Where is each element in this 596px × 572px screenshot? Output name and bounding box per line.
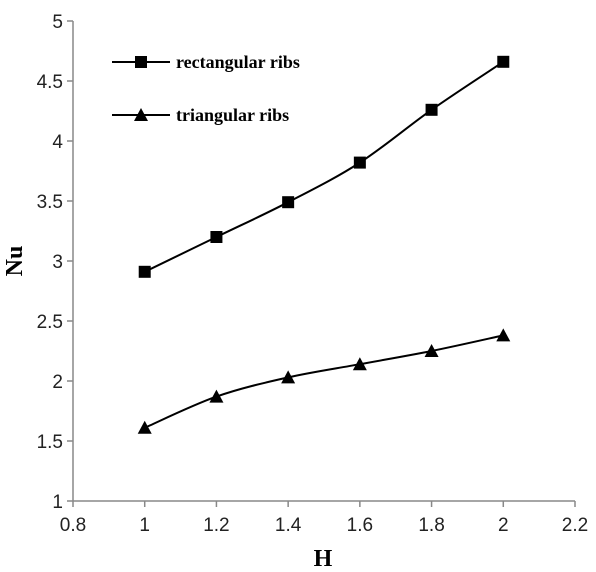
data-point-rectangular (210, 231, 223, 243)
legend-label: triangular ribs (176, 105, 289, 125)
y-tick-label: 2 (52, 372, 63, 393)
series-rectangular (138, 55, 510, 278)
data-point-triangular (496, 328, 511, 342)
data-point-rectangular (138, 265, 151, 278)
series-triangular (137, 328, 511, 434)
data-point-rectangular (497, 55, 510, 68)
data-point-triangular (209, 389, 224, 403)
data-point-rectangular (425, 103, 438, 116)
x-tick-label: 2 (498, 515, 509, 536)
ticks: 11.522.533.544.550.8 1 1.2 1.4 1.6 1.8 2 2.2 (37, 12, 589, 536)
x-tick-label: 1.8 (418, 515, 444, 536)
y-axis-title: Nu (2, 246, 28, 277)
series-triangular-line (144, 334, 504, 429)
x-axis-title: H (314, 546, 333, 572)
series-rectangular-line (144, 60, 504, 273)
legend-square-marker (135, 56, 147, 68)
x-tick-label: 1.2 (203, 515, 229, 536)
x-tick-label: 1.4 (275, 515, 302, 536)
y-tick-label: 1 (52, 492, 63, 513)
legend: rectangular ribs triangular ribs (112, 52, 300, 125)
x-tick-label: 2.2 (562, 515, 588, 536)
y-tick-label: 5 (52, 12, 63, 33)
data-point-triangular (281, 370, 296, 384)
y-tick-label: 3.5 (37, 192, 63, 213)
legend-triangle-marker (134, 108, 148, 121)
y-tick-label: 4.5 (37, 72, 63, 93)
legend-item-rectangular: rectangular ribs (112, 52, 300, 72)
data-point-triangular (352, 357, 367, 371)
x-tick-label: 1.6 (347, 515, 373, 536)
x-tick-label: 1 (139, 515, 150, 536)
data-point-triangular (137, 420, 152, 434)
data-point-rectangular (282, 196, 295, 209)
x-tick-label: 0.8 (60, 515, 86, 536)
y-tick-label: 2.5 (37, 312, 63, 333)
y-tick-label: 3 (52, 252, 63, 273)
y-tick-label: 4 (52, 132, 63, 153)
series-group (137, 55, 511, 434)
legend-item-triangular: triangular ribs (112, 105, 289, 125)
data-point-triangular (424, 344, 439, 357)
y-tick-label: 1.5 (37, 432, 63, 453)
legend-label: rectangular ribs (176, 52, 300, 72)
data-point-rectangular (353, 156, 366, 169)
